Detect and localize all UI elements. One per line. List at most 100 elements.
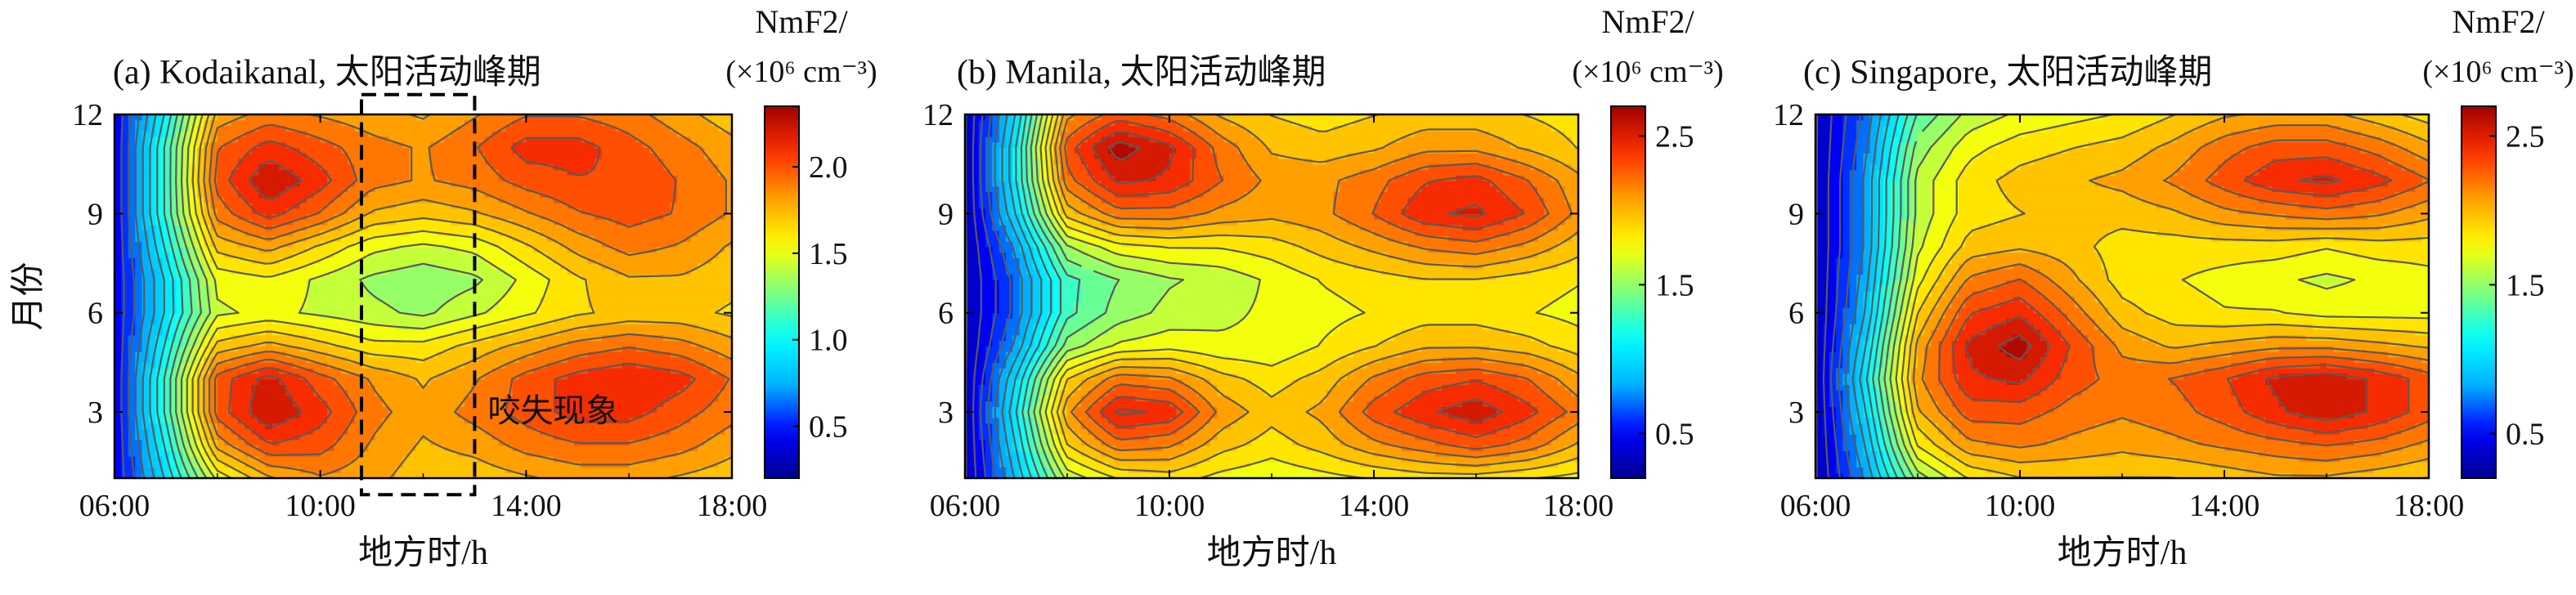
heatmap-cell [306,467,314,473]
heatmap-cell [635,175,644,181]
heatmap-cell [258,461,267,468]
heatmap-cell [553,467,561,473]
heatmap-cell [361,241,369,248]
heatmap-cell [670,467,678,473]
heatmap-cell [491,241,500,248]
heatmap-cell [684,467,692,473]
heatmap-cell [670,340,678,347]
heatmap-cell [615,434,623,441]
heatmap-cell [498,340,506,347]
heatmap-cell [182,362,191,369]
heatmap-cell [258,362,267,369]
heatmap-cell [698,246,706,253]
heatmap-cell [457,285,465,292]
heatmap-cell [382,312,390,320]
heatmap-cell [608,280,616,286]
heatmap-cell [190,439,198,446]
heatmap-cell [402,246,411,253]
heatmap-cell [313,306,321,314]
heatmap-cell [272,346,280,352]
heatmap-cell [320,334,328,342]
heatmap-cell [540,456,548,463]
heatmap-cell [121,274,129,280]
heatmap-cell [169,351,177,358]
heatmap-cell [622,329,630,336]
heatmap-cell [676,219,684,226]
heatmap-cell [258,324,267,330]
heatmap-cell [615,340,623,347]
heatmap-cell [423,356,431,364]
heatmap-cell [725,324,733,330]
heatmap-cell [615,467,623,473]
heatmap-cell [518,274,527,280]
heatmap-cell [231,384,239,391]
heatmap-cell [182,263,191,270]
heatmap-cell [368,202,376,209]
heatmap-cell [553,368,561,374]
heatmap-cell [402,368,411,374]
heatmap-cell [718,406,726,413]
heatmap-cell [196,268,204,275]
heatmap-cell [375,268,383,275]
heatmap-cell [429,456,438,463]
heatmap-cell [334,175,342,181]
heatmap-cell [409,406,417,413]
heatmap-cell [245,329,253,336]
heatmap-cell [457,312,465,320]
heatmap-cell [334,373,342,380]
heatmap-cell [505,186,514,192]
heatmap-cell [498,428,506,435]
heatmap-cell [182,346,191,352]
heatmap-cell [382,224,390,231]
heatmap-cell [608,384,616,391]
heatmap-cell [698,390,706,396]
heatmap-cell [361,235,369,242]
heatmap-cell [402,362,411,369]
heatmap-cell [512,241,520,248]
heatmap-cell [423,351,431,358]
heatmap-cell [581,296,589,302]
heatmap-cell [334,324,342,330]
heatmap-cell [382,263,390,270]
heatmap-cell [176,324,184,330]
heatmap-cell [608,412,616,418]
heatmap-cell [176,329,184,336]
heatmap-cell [245,439,253,446]
heatmap-cell [395,362,403,369]
heatmap-cell [676,445,684,451]
heatmap-cell [451,390,459,396]
heatmap-cell [437,306,445,314]
heatmap-cell [629,312,637,320]
heatmap-cell [299,252,307,258]
heatmap-cell [698,384,706,391]
heatmap-cell [595,417,603,424]
heatmap-cell [656,197,664,204]
heatmap-cell [457,373,465,380]
heatmap-cell [265,351,273,358]
heatmap-cell [540,450,548,457]
heatmap-cell [451,445,459,451]
heatmap-cell [437,368,445,374]
heatmap-cell [718,368,726,374]
heatmap-cell [512,461,520,468]
heatmap-cell [622,456,630,463]
heatmap-cell [375,406,383,413]
heatmap-cell [512,390,520,396]
heatmap-cell [176,384,184,391]
heatmap-cell [526,296,534,302]
heatmap-cell [327,439,335,446]
heatmap-cell [375,461,383,468]
heatmap-cell [409,324,417,330]
heatmap-cell [546,186,554,192]
heatmap-cell [601,324,609,330]
heatmap-cell [649,252,657,258]
heatmap-cell [293,268,301,275]
heatmap-cell [485,296,492,302]
heatmap-cell [601,340,609,347]
heatmap-cell [162,324,170,330]
heatmap-cell [176,467,184,473]
heatmap-cell [265,412,273,418]
heatmap-cell [135,461,143,468]
heatmap-cell [313,224,321,231]
heatmap-cell [670,312,678,320]
